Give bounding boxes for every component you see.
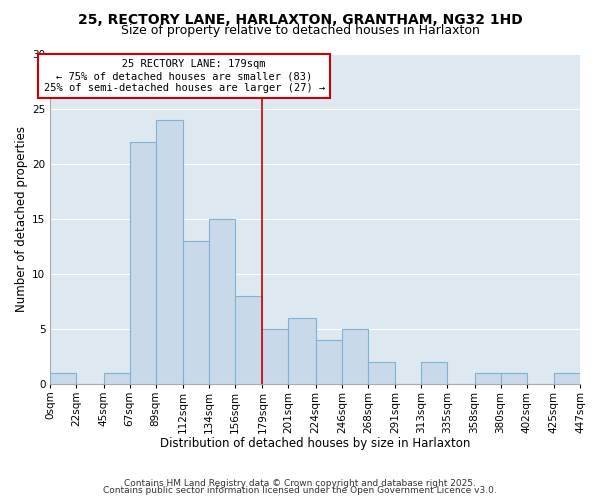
Bar	[262, 329, 289, 384]
Text: Contains public sector information licensed under the Open Government Licence v3: Contains public sector information licen…	[103, 486, 497, 495]
Bar	[156, 120, 183, 384]
Bar	[421, 362, 447, 384]
Bar	[130, 142, 156, 384]
Bar	[209, 219, 235, 384]
Bar	[50, 373, 76, 384]
Bar	[183, 241, 209, 384]
Text: Size of property relative to detached houses in Harlaxton: Size of property relative to detached ho…	[121, 24, 479, 37]
Text: Contains HM Land Registry data © Crown copyright and database right 2025.: Contains HM Land Registry data © Crown c…	[124, 478, 476, 488]
Text: 25 RECTORY LANE: 179sqm
← 75% of detached houses are smaller (83)
25% of semi-de: 25 RECTORY LANE: 179sqm ← 75% of detache…	[44, 60, 325, 92]
Bar	[554, 373, 580, 384]
Bar	[368, 362, 395, 384]
Bar	[500, 373, 527, 384]
X-axis label: Distribution of detached houses by size in Harlaxton: Distribution of detached houses by size …	[160, 437, 470, 450]
Bar	[235, 296, 262, 384]
Bar	[104, 373, 130, 384]
Text: 25, RECTORY LANE, HARLAXTON, GRANTHAM, NG32 1HD: 25, RECTORY LANE, HARLAXTON, GRANTHAM, N…	[77, 12, 523, 26]
Bar	[316, 340, 342, 384]
Bar	[475, 373, 500, 384]
Y-axis label: Number of detached properties: Number of detached properties	[15, 126, 28, 312]
Bar	[289, 318, 316, 384]
Bar	[342, 329, 368, 384]
